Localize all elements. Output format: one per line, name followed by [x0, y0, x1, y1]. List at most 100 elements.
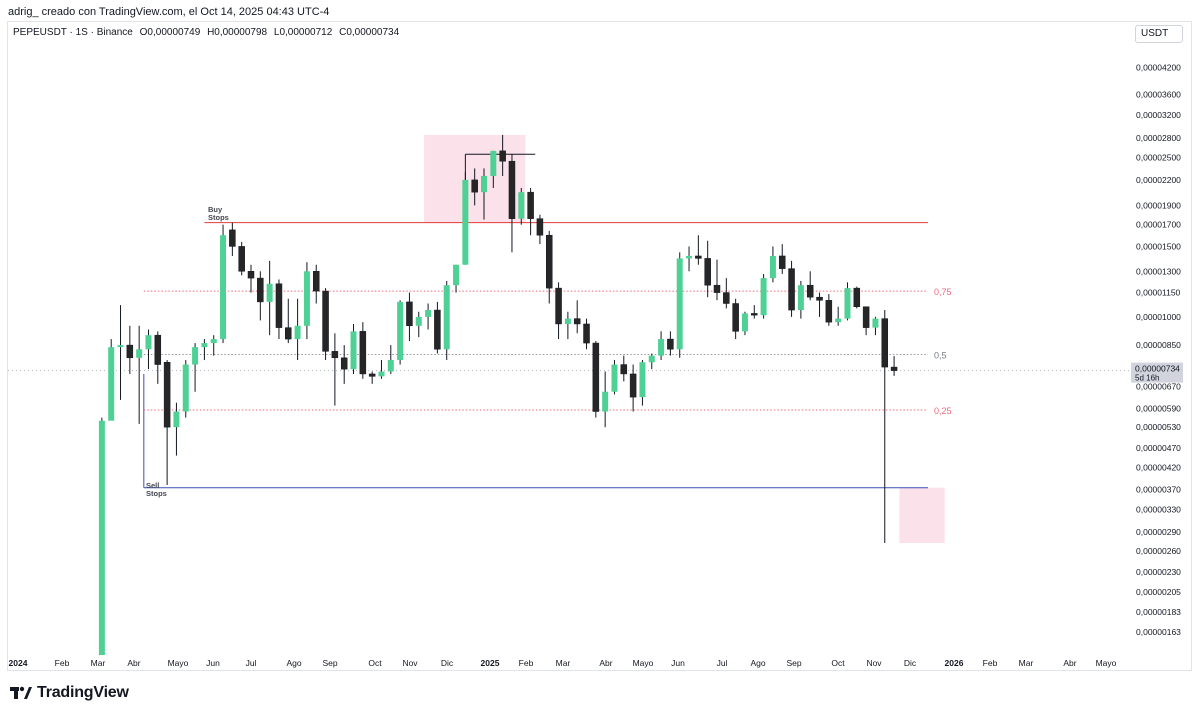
price-tick-label: 0,00000230 [1136, 567, 1181, 577]
time-tick-label: Dic [904, 658, 917, 668]
price-tick-label: 0,00001900 [1136, 200, 1181, 210]
candle-body [713, 284, 721, 293]
candle-body [247, 271, 255, 279]
price-tick-label: 0,00002500 [1136, 153, 1181, 163]
candle-body [163, 362, 171, 428]
candle-body [639, 362, 646, 398]
buy-stops-label: Stops [208, 213, 229, 222]
time-tick-label: Dic [441, 658, 454, 668]
candle-body [285, 327, 292, 340]
candle-body [229, 229, 236, 247]
candle-body [238, 246, 245, 272]
time-tick-label: 2025 [481, 658, 500, 668]
time-tick-label: Mayo [1096, 658, 1117, 668]
level-lines [8, 153, 1130, 489]
candle-body [471, 179, 478, 193]
candle-body [583, 323, 590, 344]
candle-body [490, 150, 497, 176]
ohlc-open: O0,00000749 [139, 27, 201, 38]
time-tick-label: Oct [831, 658, 845, 668]
symbol-legend[interactable]: PEPEUSDT · 1S · Binance O0,00000749 H0,0… [13, 27, 403, 38]
candle-body [555, 287, 562, 325]
candle-body [182, 364, 189, 412]
time-tick-label: Jun [671, 658, 685, 668]
price-tick-label: 0,00000183 [1136, 607, 1181, 617]
chart-frame [7, 21, 1192, 671]
price-tick-label: 0,00002800 [1136, 133, 1181, 143]
candle-body [797, 285, 804, 311]
candle-body [192, 347, 199, 365]
buy-stops-label: Buy [208, 205, 223, 214]
sell-stops-label: Stops [146, 489, 167, 498]
candle-body [806, 284, 814, 298]
candle-body [434, 309, 441, 350]
candle-body [108, 347, 115, 421]
currency-selector[interactable]: USDT [1135, 25, 1183, 43]
candle-body [723, 292, 730, 304]
candle-body [397, 301, 404, 361]
candle-body [154, 334, 162, 365]
price-axis: 0,00004200 0,00003600 0,00003200 0,00002800… [1131, 63, 1183, 637]
candle-body [545, 234, 553, 289]
candle-body [136, 349, 143, 358]
candle-body [890, 366, 898, 371]
brand-name: TradingView [37, 684, 129, 701]
candle-body [294, 325, 301, 340]
candle-body [425, 310, 432, 317]
price-tick-label: 0,00000205 [1136, 587, 1181, 597]
time-axis: 2024 Feb Mar Abr Mayo Jun Jul Ago Sep Oct Nov Dic 20… [9, 658, 1117, 668]
candle-body [359, 331, 367, 375]
candle-body [658, 339, 665, 356]
time-tick-label: Nov [402, 658, 418, 668]
symbol-name[interactable]: PEPEUSDT · 1S · Binance [13, 27, 133, 38]
candle-body [611, 364, 618, 392]
candle-body [732, 303, 739, 332]
candle-body [98, 420, 105, 655]
candle-body [862, 306, 870, 328]
candle-body [453, 264, 460, 286]
time-tick-label: Mayo [633, 658, 654, 668]
last-price-value: 0,00000734 [1135, 364, 1180, 374]
candle-body [387, 360, 394, 372]
candle-body [266, 283, 273, 302]
time-tick-label: Sep [322, 658, 337, 668]
time-tick-label: Mar [556, 658, 571, 668]
fib-05-label: 0,5 [934, 351, 947, 361]
price-tick-label: 0,00002200 [1136, 175, 1181, 185]
candle-body [760, 278, 767, 316]
time-tick-label: Jul [246, 658, 257, 668]
highlight-box-2 [899, 487, 945, 544]
price-tick-label: 0,00001300 [1136, 266, 1181, 276]
tradingview-brand[interactable]: TradingView [10, 684, 129, 702]
candle-body [368, 373, 376, 377]
candle-body [536, 218, 544, 236]
candle-body [676, 258, 683, 350]
candle-body [145, 335, 152, 350]
fib-075-label: 0,75 [934, 287, 952, 297]
candle-body [686, 255, 693, 259]
candle-body [629, 373, 637, 398]
candle-body [592, 342, 600, 412]
candle-body [788, 268, 795, 311]
candle-body [303, 271, 310, 326]
last-price-tag [1131, 362, 1183, 383]
time-tick-label: Jul [717, 658, 728, 668]
candle-body [667, 338, 674, 350]
last-price-countdown: 5d 16h [1135, 374, 1159, 383]
candle-body [648, 355, 655, 363]
candle-body [564, 318, 571, 324]
time-tick-label: Abr [127, 658, 140, 668]
time-tick-label: Mar [91, 658, 106, 668]
candle-body [275, 283, 283, 328]
price-tick-label: 0,00003200 [1136, 110, 1181, 120]
price-tick-label: 0,00001700 [1136, 220, 1181, 230]
candle-body [257, 277, 264, 303]
price-tick-label: 0,00000590 [1136, 404, 1181, 414]
candle-body [602, 391, 609, 412]
candle-body [415, 316, 422, 326]
price-tick-label: 0,00004200 [1136, 63, 1181, 73]
ohlc-close: C0,00000734 [339, 27, 400, 38]
candle-body [201, 343, 208, 348]
candle-body [825, 300, 833, 323]
